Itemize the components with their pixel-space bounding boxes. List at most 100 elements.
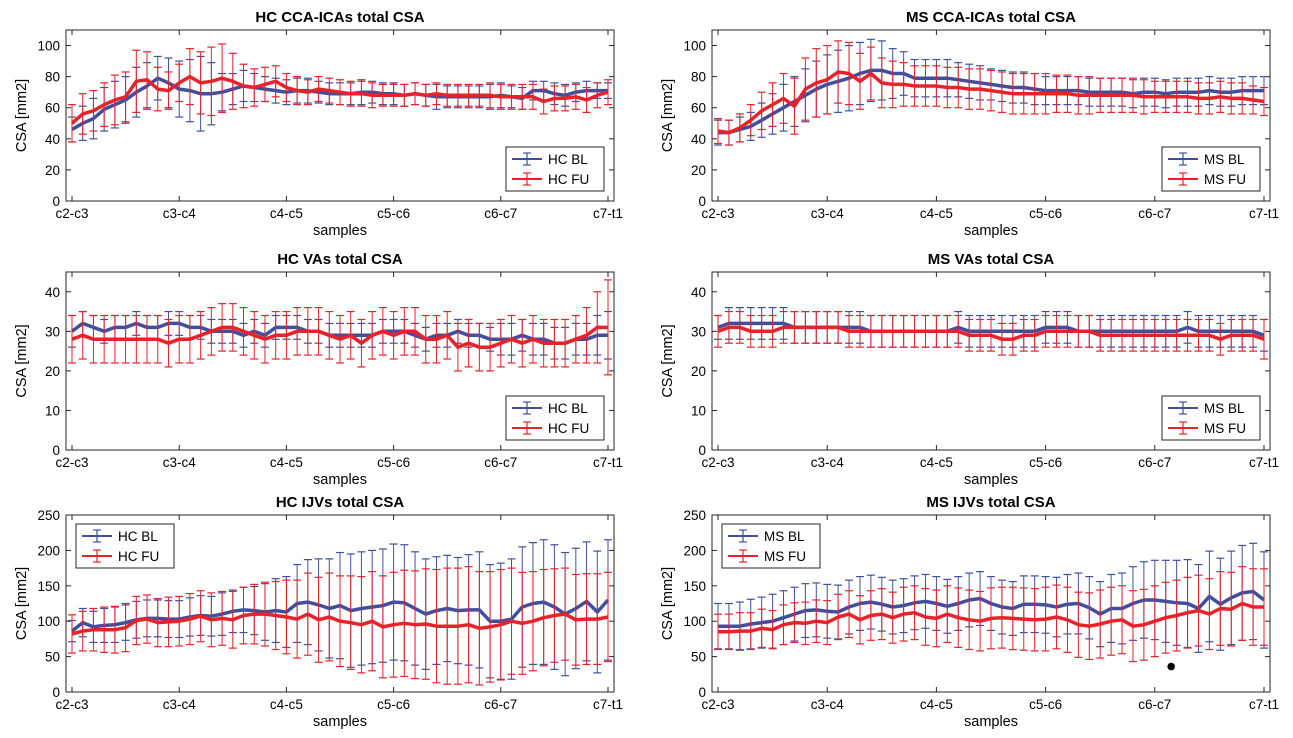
x-tick-label: c6-c7: [484, 455, 517, 470]
axes-box: [65, 514, 615, 693]
chart-title: MS VAs total CSA: [928, 251, 1055, 268]
series-line: [718, 601, 1264, 634]
axes-box: [711, 514, 1271, 693]
y-tick-label: 60: [691, 101, 706, 116]
y-tick-label: 100: [683, 614, 706, 629]
x-tick-label: c6-c7: [1138, 206, 1171, 221]
x-tick-label: c4-c5: [270, 455, 303, 470]
x-tick-label: c5-c6: [1029, 455, 1062, 470]
legend-box: [505, 395, 605, 441]
legend-label: MS FU: [1204, 172, 1246, 187]
x-tick-label: c5-c6: [377, 206, 410, 221]
legend-label: MS BL: [1204, 401, 1245, 416]
x-tick-label: c5-c6: [1029, 206, 1062, 221]
series-line: [70, 74, 609, 125]
x-tick-label: c4-c5: [920, 455, 953, 470]
chart-title: HC VAs total CSA: [277, 251, 403, 268]
y-tick-label: 250: [683, 508, 706, 523]
x-tick-label: c3-c4: [163, 455, 197, 470]
y-tick-label: 0: [698, 443, 706, 458]
x-tick-label: c3-c4: [811, 697, 845, 712]
x-tick-label: c2-c3: [701, 697, 734, 712]
x-axis-label: samples: [964, 223, 1018, 239]
y-tick-label: 150: [683, 579, 706, 594]
chart-panel-3: HC VAs total CSA 0 10 20 30 40 c2-c3 c3-c4 c4-c5…: [14, 251, 623, 488]
y-tick-label: 100: [37, 39, 60, 54]
legend-box: [75, 523, 175, 569]
y-tick-label: 100: [683, 39, 706, 54]
series-fu: [714, 40, 1268, 146]
axes-box: [711, 29, 1271, 202]
x-tick-label: c5-c6: [1029, 697, 1062, 712]
y-tick-label: 20: [45, 364, 60, 379]
y-axis-label: CSA [mm2]: [660, 567, 676, 640]
series-line: [717, 70, 1265, 135]
y-tick-label: 0: [698, 194, 706, 209]
series-line: [71, 325, 608, 349]
x-tick-label: c5-c6: [377, 697, 410, 712]
legend-box: [1161, 395, 1261, 441]
x-tick-label: c4-c5: [270, 697, 303, 712]
legend-label: HC BL: [548, 401, 588, 416]
legend-label: MS BL: [764, 529, 805, 544]
x-tick-label: c3-c4: [811, 455, 845, 470]
y-tick-label: 40: [45, 285, 60, 300]
legend-label: MS FU: [764, 549, 806, 564]
x-tick-label: c5-c6: [377, 455, 410, 470]
x-axis-label: samples: [313, 223, 367, 239]
series-fu: [68, 279, 612, 376]
series-line: [71, 612, 609, 636]
x-axis-label: samples: [313, 472, 367, 488]
legend-label: HC FU: [548, 172, 589, 187]
x-tick-label: c7-t1: [593, 206, 623, 221]
x-tick-label: c4-c5: [920, 206, 953, 221]
legend-box: [721, 523, 821, 569]
x-tick-label: c6-c7: [484, 206, 517, 221]
chart-panel-5: HC IJVs total CSA 0 50 100 150 200 250 c2-c3 c3-…: [14, 494, 623, 730]
y-tick-label: 10: [691, 403, 706, 418]
x-tick-label: c7-t1: [1249, 206, 1279, 221]
x-tick-label: c4-c5: [270, 206, 303, 221]
legend: HC BL HC FU: [505, 395, 605, 441]
y-tick-label: 20: [691, 163, 706, 178]
y-tick-label: 0: [52, 443, 60, 458]
x-tick-label: c6-c7: [484, 697, 517, 712]
chart-title: MS IJVs total CSA: [926, 494, 1055, 511]
legend: HC BL HC FU: [505, 146, 605, 192]
series-fu: [714, 310, 1268, 360]
axes-box: [65, 271, 615, 451]
y-tick-label: 40: [45, 132, 60, 147]
y-tick-label: 0: [698, 685, 706, 700]
x-tick-label: c3-c4: [163, 206, 197, 221]
y-tick-label: 50: [691, 650, 706, 665]
series-fu: [714, 566, 1268, 663]
y-tick-label: 30: [691, 324, 706, 339]
y-tick-label: 250: [37, 508, 60, 523]
legend: MS BL MS FU: [1161, 395, 1261, 441]
series-fu: [68, 43, 612, 143]
legend: HC BL HC FU: [75, 523, 175, 569]
x-tick-label: c4-c5: [920, 697, 953, 712]
y-tick-label: 0: [52, 685, 60, 700]
y-tick-label: 20: [691, 364, 706, 379]
chart-title: MS CCA-ICAs total CSA: [906, 9, 1076, 26]
y-axis-label: CSA [mm2]: [660, 324, 676, 397]
legend: MS BL MS FU: [1161, 146, 1261, 192]
chart-title: HC IJVs total CSA: [276, 494, 405, 511]
x-tick-label: c7-t1: [593, 697, 623, 712]
y-tick-label: 40: [691, 285, 706, 300]
y-tick-label: 100: [37, 614, 60, 629]
x-tick-label: c3-c4: [163, 697, 197, 712]
outlier-point: [1167, 662, 1175, 671]
y-tick-label: 200: [37, 543, 60, 558]
axes-box: [711, 271, 1271, 451]
y-tick-label: 40: [691, 132, 706, 147]
x-axis-label: samples: [964, 714, 1018, 730]
legend-label: MS FU: [1204, 421, 1246, 436]
x-tick-label: c3-c4: [811, 206, 845, 221]
x-axis-label: samples: [964, 472, 1018, 488]
y-axis-label: CSA [mm2]: [660, 79, 676, 152]
chart-title: HC CCA-ICAs total CSA: [255, 9, 424, 26]
x-tick-label: c2-c3: [701, 455, 734, 470]
